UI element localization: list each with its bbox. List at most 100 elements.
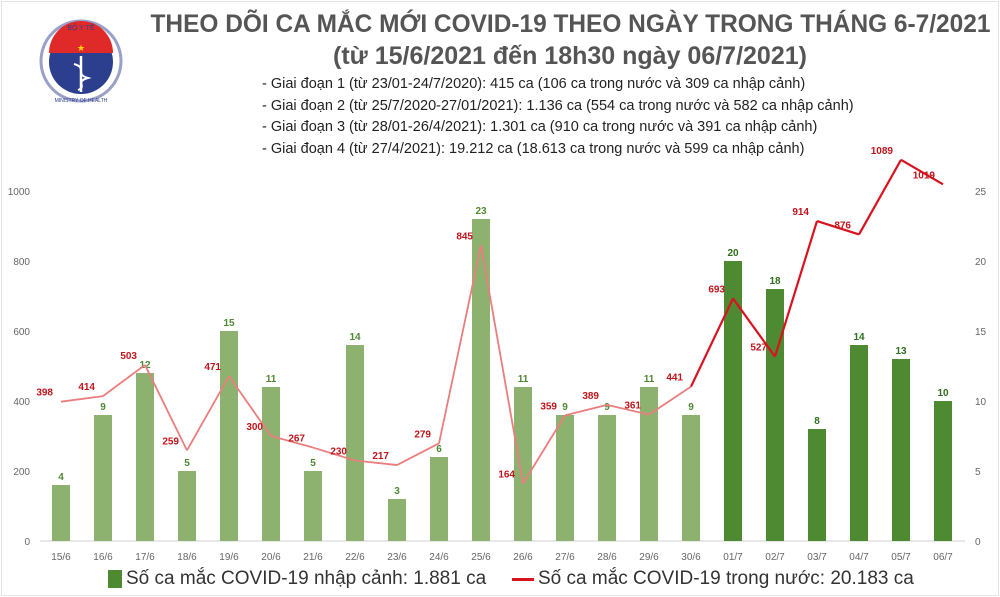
- line-segment-domestic: [396, 442, 440, 466]
- legend-line-swatch: [512, 577, 534, 581]
- bar-imported: [850, 345, 868, 541]
- bar-data-label: 20: [727, 248, 739, 259]
- bar-imported: [52, 485, 70, 541]
- line-segment-domestic: [522, 414, 566, 485]
- line-data-label: 503: [120, 351, 137, 362]
- x-tick-label: 22/6: [345, 552, 365, 563]
- line-data-label: 300: [246, 422, 263, 433]
- x-tick-label: 29/6: [639, 552, 659, 563]
- left-tick-label: 800: [13, 257, 30, 268]
- line-data-label: 267: [288, 434, 305, 445]
- line-data-label: 217: [372, 451, 389, 462]
- bar-imported: [388, 499, 406, 541]
- phase-notes: - Giai đoạn 1 (từ 23/01-24/7/2020): 415 …: [262, 74, 854, 160]
- line-segment-domestic: [690, 297, 734, 388]
- bar-data-label: 11: [518, 374, 529, 385]
- bar-data-label: 11: [266, 374, 277, 385]
- bar-imported: [430, 457, 448, 541]
- line-segment-domestic: [564, 403, 608, 417]
- bar-data-label: 9: [688, 402, 694, 413]
- x-tick-label: 04/7: [849, 552, 869, 563]
- line-data-label: 359: [540, 401, 557, 412]
- phase-note: - Giai đoạn 1 (từ 23/01-24/7/2020): 415 …: [262, 76, 806, 92]
- line-data-label: 441: [666, 373, 683, 384]
- bar-data-label: 18: [769, 276, 781, 287]
- line-data-label: 414: [78, 382, 95, 393]
- bar-imported: [598, 415, 616, 541]
- x-tick-label: 26/6: [513, 552, 533, 563]
- bar-imported: [304, 471, 322, 541]
- line-data-label: 1019: [913, 170, 936, 181]
- x-tick-label: 18/6: [177, 552, 197, 563]
- line-data-label: 693: [708, 284, 725, 295]
- x-tick-label: 16/6: [93, 552, 113, 563]
- x-tick-label: 30/6: [681, 552, 701, 563]
- right-tick-label: 10: [975, 397, 987, 408]
- right-tick-label: 5: [975, 467, 981, 478]
- x-tick-label: 28/6: [597, 552, 617, 563]
- right-tick-label: 25: [975, 187, 987, 198]
- line-segment-domestic: [354, 459, 398, 466]
- bar-data-label: 15: [223, 318, 235, 329]
- line-segment-domestic: [144, 364, 188, 451]
- bar-data-label: 6: [436, 444, 442, 455]
- bar-data-label: 9: [100, 402, 106, 413]
- bar-imported: [94, 415, 112, 541]
- bar-data-label: 8: [814, 416, 820, 427]
- legend-label-imported: Số ca mắc COVID-19 nhập cảnh: 1.881 ca: [126, 568, 487, 589]
- line-segment-domestic: [480, 245, 524, 484]
- legend-label-domestic: Số ca mắc COVID-19 trong nước: 20.183 ca: [538, 568, 914, 589]
- bar-data-label: 9: [562, 402, 568, 413]
- chart-title: THEO DÕI CA MẮC MỚI COVID-19 THEO NGÀY T…: [150, 10, 990, 38]
- bar-imported: [346, 345, 364, 541]
- x-tick-label: 17/6: [135, 552, 155, 563]
- x-tick-label: 27/6: [555, 552, 575, 563]
- bar-imported: [262, 387, 280, 541]
- x-tick-label: 01/7: [723, 552, 743, 563]
- left-tick-label: 200: [13, 467, 30, 478]
- bar-imported: [934, 401, 952, 541]
- line-data-label: 914: [792, 207, 809, 218]
- x-tick-label: 23/6: [387, 552, 407, 563]
- left-tick-label: 400: [13, 397, 30, 408]
- line-segment-domestic: [606, 403, 650, 416]
- line-segment-domestic: [900, 158, 944, 186]
- chart-subtitle: (từ 15/6/2021 đến 18h30 ngày 06/7/2021): [333, 42, 807, 70]
- right-tick-label: 20: [975, 257, 987, 268]
- x-tick-label: 06/7: [933, 552, 953, 563]
- line-data-label: 361: [624, 401, 641, 412]
- bar-data-label: 5: [184, 458, 190, 469]
- line-segment-domestic: [732, 297, 776, 358]
- bar-data-label: 4: [58, 472, 64, 483]
- bar-imported: [136, 373, 154, 541]
- chart-subtitle-row: (từ 15/6/2021 đến 18h30 ngày 06/7/2021): [140, 42, 1000, 71]
- bar-imported: [220, 331, 238, 541]
- phase-note: - Giai đoạn 4 (từ 27/4/2021): 19.212 ca …: [262, 140, 805, 157]
- bar-imported: [472, 219, 490, 541]
- line-segment-domestic: [60, 395, 104, 403]
- line-data-label: 398: [36, 388, 53, 399]
- legend-imported: Số ca mắc COVID-19 nhập cảnh: 1.881 ca: [108, 568, 486, 590]
- bar-imported: [556, 415, 574, 541]
- bar-imported: [682, 415, 700, 541]
- bar-imported: [178, 471, 196, 541]
- line-data-label: 1089: [871, 146, 894, 157]
- bar-data-label: 23: [475, 206, 487, 217]
- x-tick-label: 24/6: [429, 552, 449, 563]
- line-segment-domestic: [438, 245, 482, 444]
- left-tick-label: 600: [13, 327, 30, 338]
- line-data-label: 164: [498, 470, 515, 481]
- legend-domestic: Số ca mắc COVID-19 trong nước: 20.183 ca: [512, 568, 914, 590]
- svg-text:BỘ Y TẾ: BỘ Y TẾ: [67, 22, 95, 32]
- line-data-label: 876: [834, 220, 851, 231]
- line-segment-domestic: [816, 220, 860, 236]
- line-segment-domestic: [858, 159, 902, 235]
- x-tick-label: 15/6: [51, 552, 71, 563]
- legend-bar-swatch: [108, 570, 122, 588]
- bar-data-label: 5: [310, 458, 316, 469]
- line-segment-domestic: [228, 375, 272, 437]
- bar-imported: [514, 387, 532, 541]
- line-segment-domestic: [312, 446, 356, 462]
- bar-imported: [892, 359, 910, 541]
